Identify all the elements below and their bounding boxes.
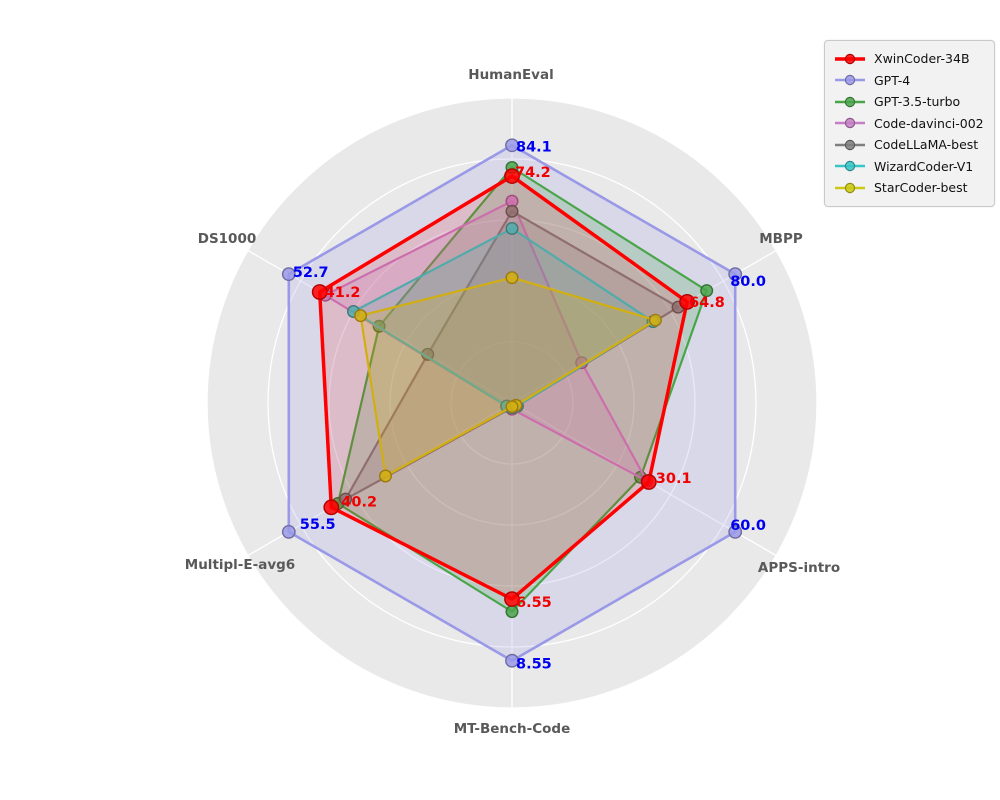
legend-item-xwincoder-34b: XwinCoder-34B: [834, 48, 985, 70]
axis-label-mt-bench-code: MT-Bench-Code: [454, 721, 571, 737]
legend-item-starcoder-best: StarCoder-best: [834, 177, 985, 199]
axis-label-multipl-e-avg6: Multipl-E-avg6: [185, 557, 295, 573]
value-labels-gpt-4: 84.1 80.0 60.0 8.55 55.5 52.7: [293, 139, 766, 672]
legend-marker-icon: [835, 139, 865, 150]
legend-label: CodeLLaMA-best: [874, 137, 979, 153]
legend-label: WizardCoder-V1: [874, 158, 974, 174]
legend: XwinCoder-34B GPT-4 GPT-3.5-turbo Code-davi…: [824, 40, 995, 207]
value-label: 52.7: [293, 265, 329, 281]
value-label: 30.1: [656, 471, 692, 487]
axis-labels: HumanEval MBPP APPS-intro MT-Bench-Code Mult…: [185, 67, 840, 737]
legend-item-codellama-best: CodeLLaMA-best: [834, 134, 985, 156]
series-marker: [323, 499, 340, 516]
axis-label-humaneval: HumanEval: [468, 67, 553, 83]
series-marker: [728, 267, 743, 281]
value-label: 80.0: [730, 274, 766, 290]
series-marker: [700, 284, 714, 298]
series-marker: [679, 293, 695, 310]
value-label: 6.55: [516, 595, 552, 611]
axis-label-ds1000: DS1000: [198, 231, 257, 247]
value-label: 41.2: [325, 285, 361, 301]
series-marker: [505, 400, 519, 414]
series-marker: [505, 221, 519, 235]
legend-marker-icon: [835, 96, 865, 107]
value-labels-xwincoder-34b: 74.2 64.8 30.1 6.55 40.2 41.2: [325, 165, 725, 611]
value-label: 84.1: [516, 139, 552, 155]
legend-item-gpt-4: GPT-4: [834, 70, 985, 92]
value-label: 60.0: [730, 518, 766, 534]
legend-marker-icon: [835, 75, 865, 86]
series-marker: [640, 474, 657, 490]
series-marker: [281, 267, 296, 281]
series-marker: [311, 284, 328, 300]
series-marker: [354, 309, 368, 323]
value-label: 8.55: [516, 657, 552, 673]
value-label: 64.8: [689, 295, 725, 311]
axis-label-mbpp: MBPP: [759, 231, 803, 247]
value-label: 74.2: [515, 165, 551, 181]
series-marker: [505, 138, 519, 153]
legend-marker-icon: [835, 161, 865, 172]
legend-marker-icon: [835, 53, 865, 64]
legend-item-code-davinci-002: Code-davinci-002: [834, 113, 985, 135]
value-label: 55.5: [300, 517, 336, 533]
legend-label: GPT-3.5-turbo: [874, 94, 961, 110]
series-marker: [728, 525, 743, 539]
legend-label: StarCoder-best: [874, 180, 968, 196]
series-marker: [648, 313, 662, 327]
legend-label: XwinCoder-34B: [874, 51, 970, 67]
series-marker: [504, 591, 520, 607]
series-marker: [281, 525, 296, 539]
series-marker: [339, 492, 353, 506]
series-xwincoder-34b: [311, 168, 695, 607]
legend-label: Code-davinci-002: [874, 115, 984, 131]
series-marker: [504, 168, 520, 185]
axis-label-apps-intro: APPS-intro: [758, 560, 840, 576]
legend-item-gpt-3-5-turbo: GPT-3.5-turbo: [834, 91, 985, 113]
value-label: 40.2: [341, 494, 377, 510]
legend-label: GPT-4: [874, 72, 911, 88]
series-marker: [505, 653, 519, 668]
legend-item-wizardcoder-v1: WizardCoder-V1: [834, 156, 985, 178]
series-marker: [379, 469, 393, 483]
series-marker: [505, 204, 519, 218]
legend-marker-icon: [835, 182, 865, 193]
legend-marker-icon: [835, 118, 865, 129]
series-marker: [505, 271, 519, 285]
series-starcoder-best: [354, 271, 662, 483]
